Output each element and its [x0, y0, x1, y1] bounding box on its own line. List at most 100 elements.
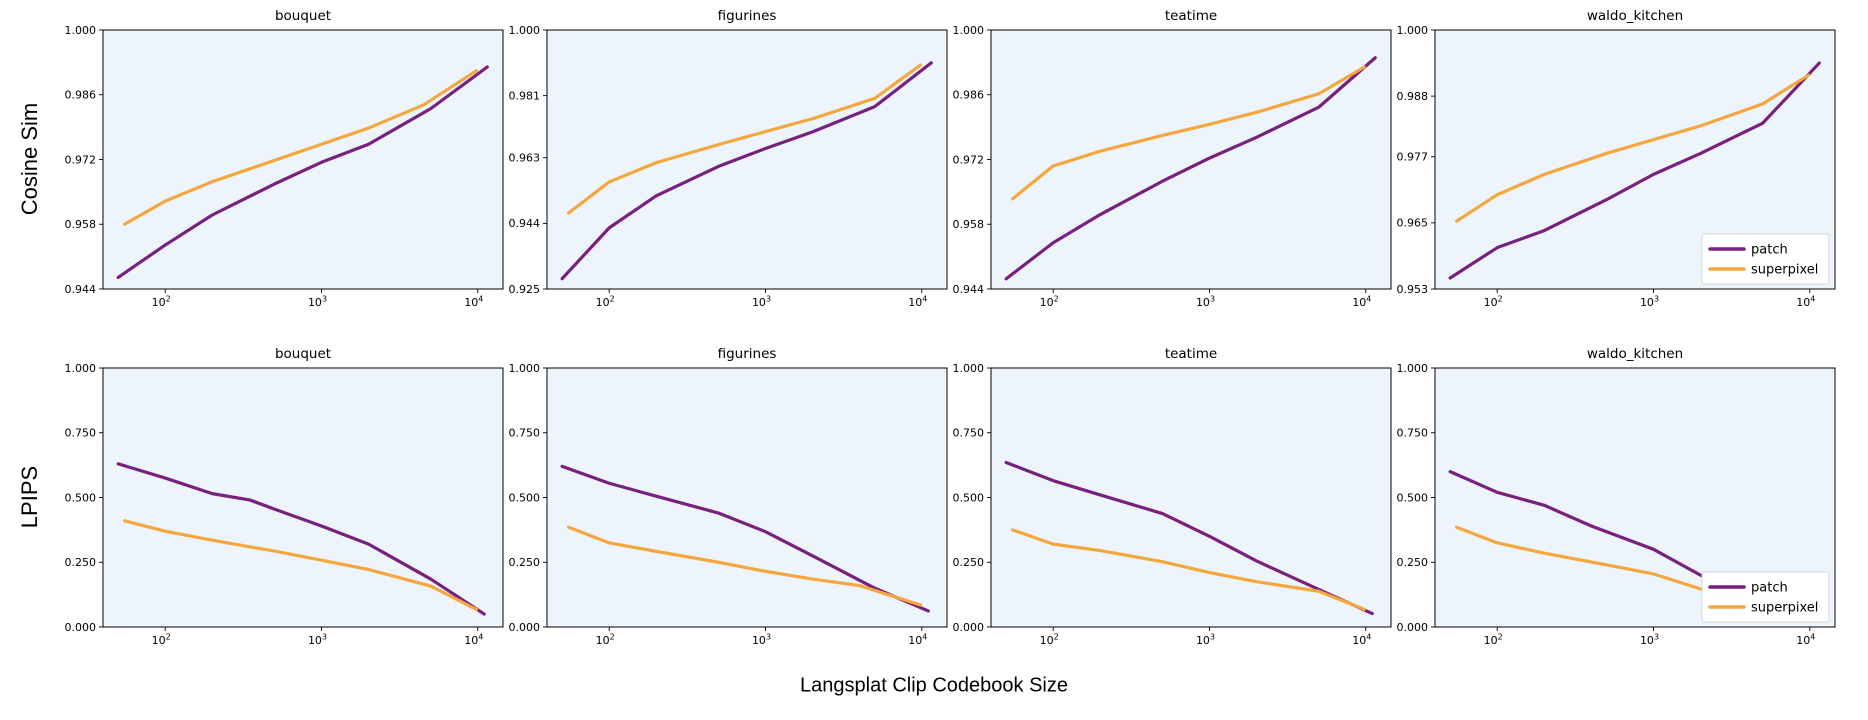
plot-area: [990, 367, 1392, 628]
chart-cosine-sim-teatime: teatime 0.944 0.958 0.972 0.986 1.000 102 103 10…: [953, 8, 1392, 310]
y-tick-label: 0.000: [1397, 621, 1429, 634]
x-tick-label: 104: [908, 295, 927, 310]
plot-area: [546, 367, 948, 628]
y-tick-label: 0.972: [65, 153, 97, 166]
line-patch: [1448, 61, 1821, 280]
y-tick-label: 0.750: [65, 427, 97, 440]
x-tick-label: 104: [464, 295, 483, 310]
legend-box: [1701, 571, 1830, 623]
plot-area: [102, 29, 504, 290]
y-tick-label: 1.000: [509, 24, 541, 37]
chart-title: figurines: [718, 8, 777, 24]
plot-area: [990, 29, 1392, 290]
chart-title: bouquet: [275, 8, 331, 24]
y-tick-label: 0.986: [65, 89, 97, 102]
y-tick-label: 0.965: [1397, 217, 1429, 230]
line-patch: [116, 462, 486, 616]
y-tick-label: 0.250: [509, 556, 541, 569]
y-tick-label: 0.250: [65, 556, 97, 569]
chart-lpips-bouquet: bouquet 0.000 0.250 0.500 0.750 1.000 102 103 10…: [65, 346, 504, 648]
y-tick-label: 0.250: [1397, 556, 1429, 569]
line-superpixel: [123, 519, 479, 611]
y-tick-label: 0.963: [509, 152, 541, 165]
chart-lpips-figurines: figurines 0.000 0.250 0.500 0.750 1.000 102 103…: [509, 346, 948, 648]
ylabel-cosine-sim: Cosine Sim: [17, 102, 42, 216]
y-tick-label: 0.958: [953, 218, 985, 231]
x-tick-label: 104: [908, 633, 927, 648]
y-tick-label: 0.958: [65, 218, 97, 231]
x-tick-label: 104: [1352, 295, 1371, 310]
y-tick-label: 0.500: [1397, 491, 1429, 504]
line-patch: [1004, 56, 1377, 281]
x-tick-label: 102: [152, 633, 171, 648]
line-superpixel: [123, 69, 479, 226]
legend-label-patch: patch: [1751, 243, 1788, 258]
x-tick-label: 103: [1196, 633, 1215, 648]
chart-cosine-sim-bouquet: bouquet 0.944 0.958 0.972 0.986 1.000 102 103 10…: [65, 8, 504, 310]
chart-cosine-sim-figurines: figurines 0.925 0.944 0.963 0.981 1.000 102 103…: [509, 8, 948, 310]
line-patch: [1004, 460, 1374, 616]
chart-title: waldo_kitchen: [1587, 8, 1683, 24]
y-tick-label: 0.977: [1397, 151, 1429, 164]
y-tick-label: 0.000: [509, 621, 541, 634]
y-tick-label: 0.750: [1397, 427, 1429, 440]
legend-label-superpixel: superpixel: [1751, 601, 1818, 616]
x-tick-label: 103: [1640, 633, 1659, 648]
y-tick-label: 0.953: [1397, 283, 1429, 296]
x-tick-label: 104: [464, 633, 483, 648]
y-tick-label: 0.500: [65, 491, 97, 504]
chart-title: bouquet: [275, 346, 331, 362]
y-tick-label: 1.000: [1397, 24, 1429, 37]
y-tick-label: 0.988: [1397, 90, 1429, 103]
x-tick-label: 102: [152, 295, 171, 310]
y-tick-label: 0.986: [953, 89, 985, 102]
line-patch: [116, 65, 489, 280]
x-tick-label: 103: [308, 633, 327, 648]
chart-cosine-sim-waldo-kitchen: waldo_kitchen 0.953 0.965 0.977 0.988 1.000 10…: [1397, 8, 1836, 310]
legend-label-patch: patch: [1751, 581, 1788, 596]
y-tick-label: 1.000: [65, 24, 97, 37]
x-tick-label: 103: [752, 633, 771, 648]
ylabel-lpips: LPIPS: [17, 465, 42, 529]
y-tick-label: 0.250: [953, 556, 985, 569]
legend-label-superpixel: superpixel: [1751, 263, 1818, 278]
x-tick-label: 102: [1040, 295, 1059, 310]
line-superpixel: [567, 525, 923, 607]
x-tick-label: 104: [1796, 633, 1815, 648]
x-tick-label: 102: [1484, 295, 1503, 310]
y-tick-label: 0.981: [509, 89, 541, 102]
x-tick-label: 103: [308, 295, 327, 310]
line-superpixel: [567, 63, 923, 215]
y-tick-label: 0.944: [65, 283, 97, 296]
line-superpixel: [1011, 528, 1367, 611]
y-tick-label: 0.750: [953, 427, 985, 440]
y-tick-label: 0.000: [65, 621, 97, 634]
x-tick-label: 103: [1196, 295, 1215, 310]
line-patch: [560, 61, 933, 281]
y-tick-label: 1.000: [509, 362, 541, 375]
chart-title: teatime: [1165, 346, 1217, 362]
y-tick-label: 0.972: [953, 153, 985, 166]
line-superpixel: [1011, 65, 1367, 201]
plot-area: [546, 29, 948, 290]
chart-lpips-waldo-kitchen: waldo_kitchen 0.000 0.250 0.500 0.750 1.000 10…: [1397, 346, 1836, 648]
y-tick-label: 0.944: [509, 217, 541, 230]
legend: patch superpixel: [1701, 571, 1830, 623]
x-tick-label: 103: [752, 295, 771, 310]
x-tick-label: 104: [1796, 295, 1815, 310]
xlabel: Langsplat Clip Codebook Size: [800, 674, 1068, 697]
legend-box: [1701, 233, 1830, 285]
chart-title: waldo_kitchen: [1587, 346, 1683, 362]
chart-title: figurines: [718, 346, 777, 362]
y-tick-label: 0.925: [509, 283, 541, 296]
x-tick-label: 102: [596, 295, 615, 310]
x-tick-label: 102: [1484, 633, 1503, 648]
chart-lpips-teatime: teatime 0.000 0.250 0.500 0.750 1.000 102 103 10…: [953, 346, 1392, 648]
y-tick-label: 0.750: [509, 427, 541, 440]
y-tick-label: 0.944: [953, 283, 985, 296]
line-superpixel: [1455, 73, 1811, 223]
y-tick-label: 0.500: [953, 491, 985, 504]
x-tick-label: 102: [596, 633, 615, 648]
x-tick-label: 103: [1640, 295, 1659, 310]
